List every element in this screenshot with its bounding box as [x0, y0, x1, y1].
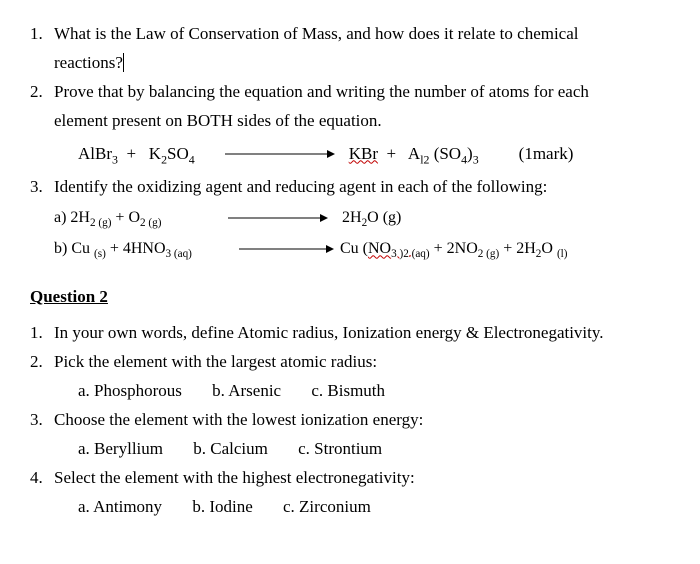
text: Identify the oxidizing agent and reducin… [54, 173, 547, 202]
q1-item-2-cont: element present on BOTH sides of the equ… [30, 107, 670, 136]
list-number: 3. [30, 406, 54, 435]
sub: (s) [94, 248, 106, 260]
list-number: 2. [30, 78, 54, 107]
option-c: c. Bismuth [311, 377, 385, 406]
option-a: a. Antimony [78, 493, 162, 522]
option-c: c. Zirconium [283, 493, 371, 522]
sym: + 2H [499, 240, 536, 257]
text-cursor [123, 53, 124, 72]
q2-item-4-options: a. Antimony b. Iodine c. Zirconium [30, 493, 670, 522]
option-a: a. Beryllium [78, 435, 163, 464]
sym: NO [368, 240, 391, 257]
sym: + 4HNO [106, 240, 166, 257]
arrow-icon [239, 236, 334, 263]
q2-item-1: 1. In your own words, define Atomic radi… [30, 319, 670, 348]
sym: + K [118, 144, 161, 163]
eq-rhs: Cu (NO3 )2 (aq) + 2NO2 (g) + 2H2O (l) [340, 235, 568, 264]
q1-item-2: 2. Prove that by balancing the equation … [30, 78, 670, 107]
list-number: 4. [30, 464, 54, 493]
q1-item-3: 3. Identify the oxidizing agent and redu… [30, 173, 670, 202]
sub: 3 )2 (aq) [391, 248, 430, 260]
sub: 2 (g) [478, 248, 499, 260]
sub: 3 (aq) [166, 248, 192, 260]
sub: 2 (g) [140, 217, 161, 229]
sym: a) 2H [54, 209, 90, 226]
text: Select the element with the highest elec… [54, 464, 415, 493]
option-b: b. Iodine [192, 493, 252, 522]
text: What is the Law of Conservation of Mass,… [54, 20, 579, 49]
sym-squiggle: NO3 )2 (aq) [368, 240, 430, 257]
sym: SO [167, 144, 189, 163]
q2-item-3-options: a. Beryllium b. Calcium c. Strontium [30, 435, 670, 464]
question-2-header: Question 2 [30, 283, 670, 312]
option-a: a. Phosphorous [78, 377, 182, 406]
text: Choose the element with the lowest ioniz… [54, 406, 423, 435]
text: Prove that by balancing the equation and… [54, 78, 589, 107]
equation-3: b) Cu (s) + 4HNO3 (aq) Cu (NO3 )2 (aq) +… [30, 235, 670, 264]
sym-squiggle: KBr [349, 144, 378, 163]
q1-item-1-cont: reactions? [30, 49, 670, 78]
text: In your own words, define Atomic radius,… [54, 319, 604, 348]
sym: (SO [429, 144, 461, 163]
text: Pick the element with the largest atomic… [54, 348, 377, 377]
eq-lhs: b) Cu (s) + 4HNO3 (aq) [54, 235, 239, 264]
eq-lhs: a) 2H2 (g) + O2 (g) [54, 204, 214, 233]
sub: (l) [557, 248, 568, 260]
option-c: c. Strontium [298, 435, 382, 464]
sym: + O [111, 209, 140, 226]
sub: 2 (g) [90, 217, 111, 229]
equation-1: AlBr3 + K2SO4 KBr + Al2 (SO4)3 (1mark) [30, 140, 670, 170]
list-number: 1. [30, 20, 54, 49]
mark-label: (1mark) [519, 140, 574, 169]
sub: 4 [189, 152, 195, 166]
sym: + 2NO [430, 240, 478, 257]
sym: + A [378, 144, 420, 163]
q2-item-3: 3. Choose the element with the lowest io… [30, 406, 670, 435]
eq-rhs: 2H2O (g) [342, 204, 401, 233]
option-b: b. Calcium [193, 435, 268, 464]
q2-item-2: 2. Pick the element with the largest ato… [30, 348, 670, 377]
list-number: 1. [30, 319, 54, 348]
q2-item-4: 4. Select the element with the highest e… [30, 464, 670, 493]
list-number: 3. [30, 173, 54, 202]
sym: AlBr [78, 144, 112, 163]
sym: O (g) [367, 209, 401, 226]
q2-item-2-options: a. Phosphorous b. Arsenic c. Bismuth [30, 377, 670, 406]
sub: 3 [473, 152, 479, 166]
arrow-icon [228, 205, 328, 232]
arrow-icon [225, 140, 335, 169]
sym: b) Cu [54, 240, 94, 257]
option-b: b. Arsenic [212, 377, 281, 406]
sym: O [541, 240, 557, 257]
eq-rhs: KBr + Al2 (SO4)3 [349, 140, 479, 170]
sym: Cu ( [340, 240, 368, 257]
text: reactions? [54, 53, 123, 72]
eq-lhs: AlBr3 + K2SO4 [78, 140, 195, 170]
equation-2: a) 2H2 (g) + O2 (g) 2H2O (g) [30, 204, 670, 233]
q1-item-1: 1. What is the Law of Conservation of Ma… [30, 20, 670, 49]
sym: 2H [342, 209, 362, 226]
list-number: 2. [30, 348, 54, 377]
text: element present on BOTH sides of the equ… [54, 111, 382, 130]
